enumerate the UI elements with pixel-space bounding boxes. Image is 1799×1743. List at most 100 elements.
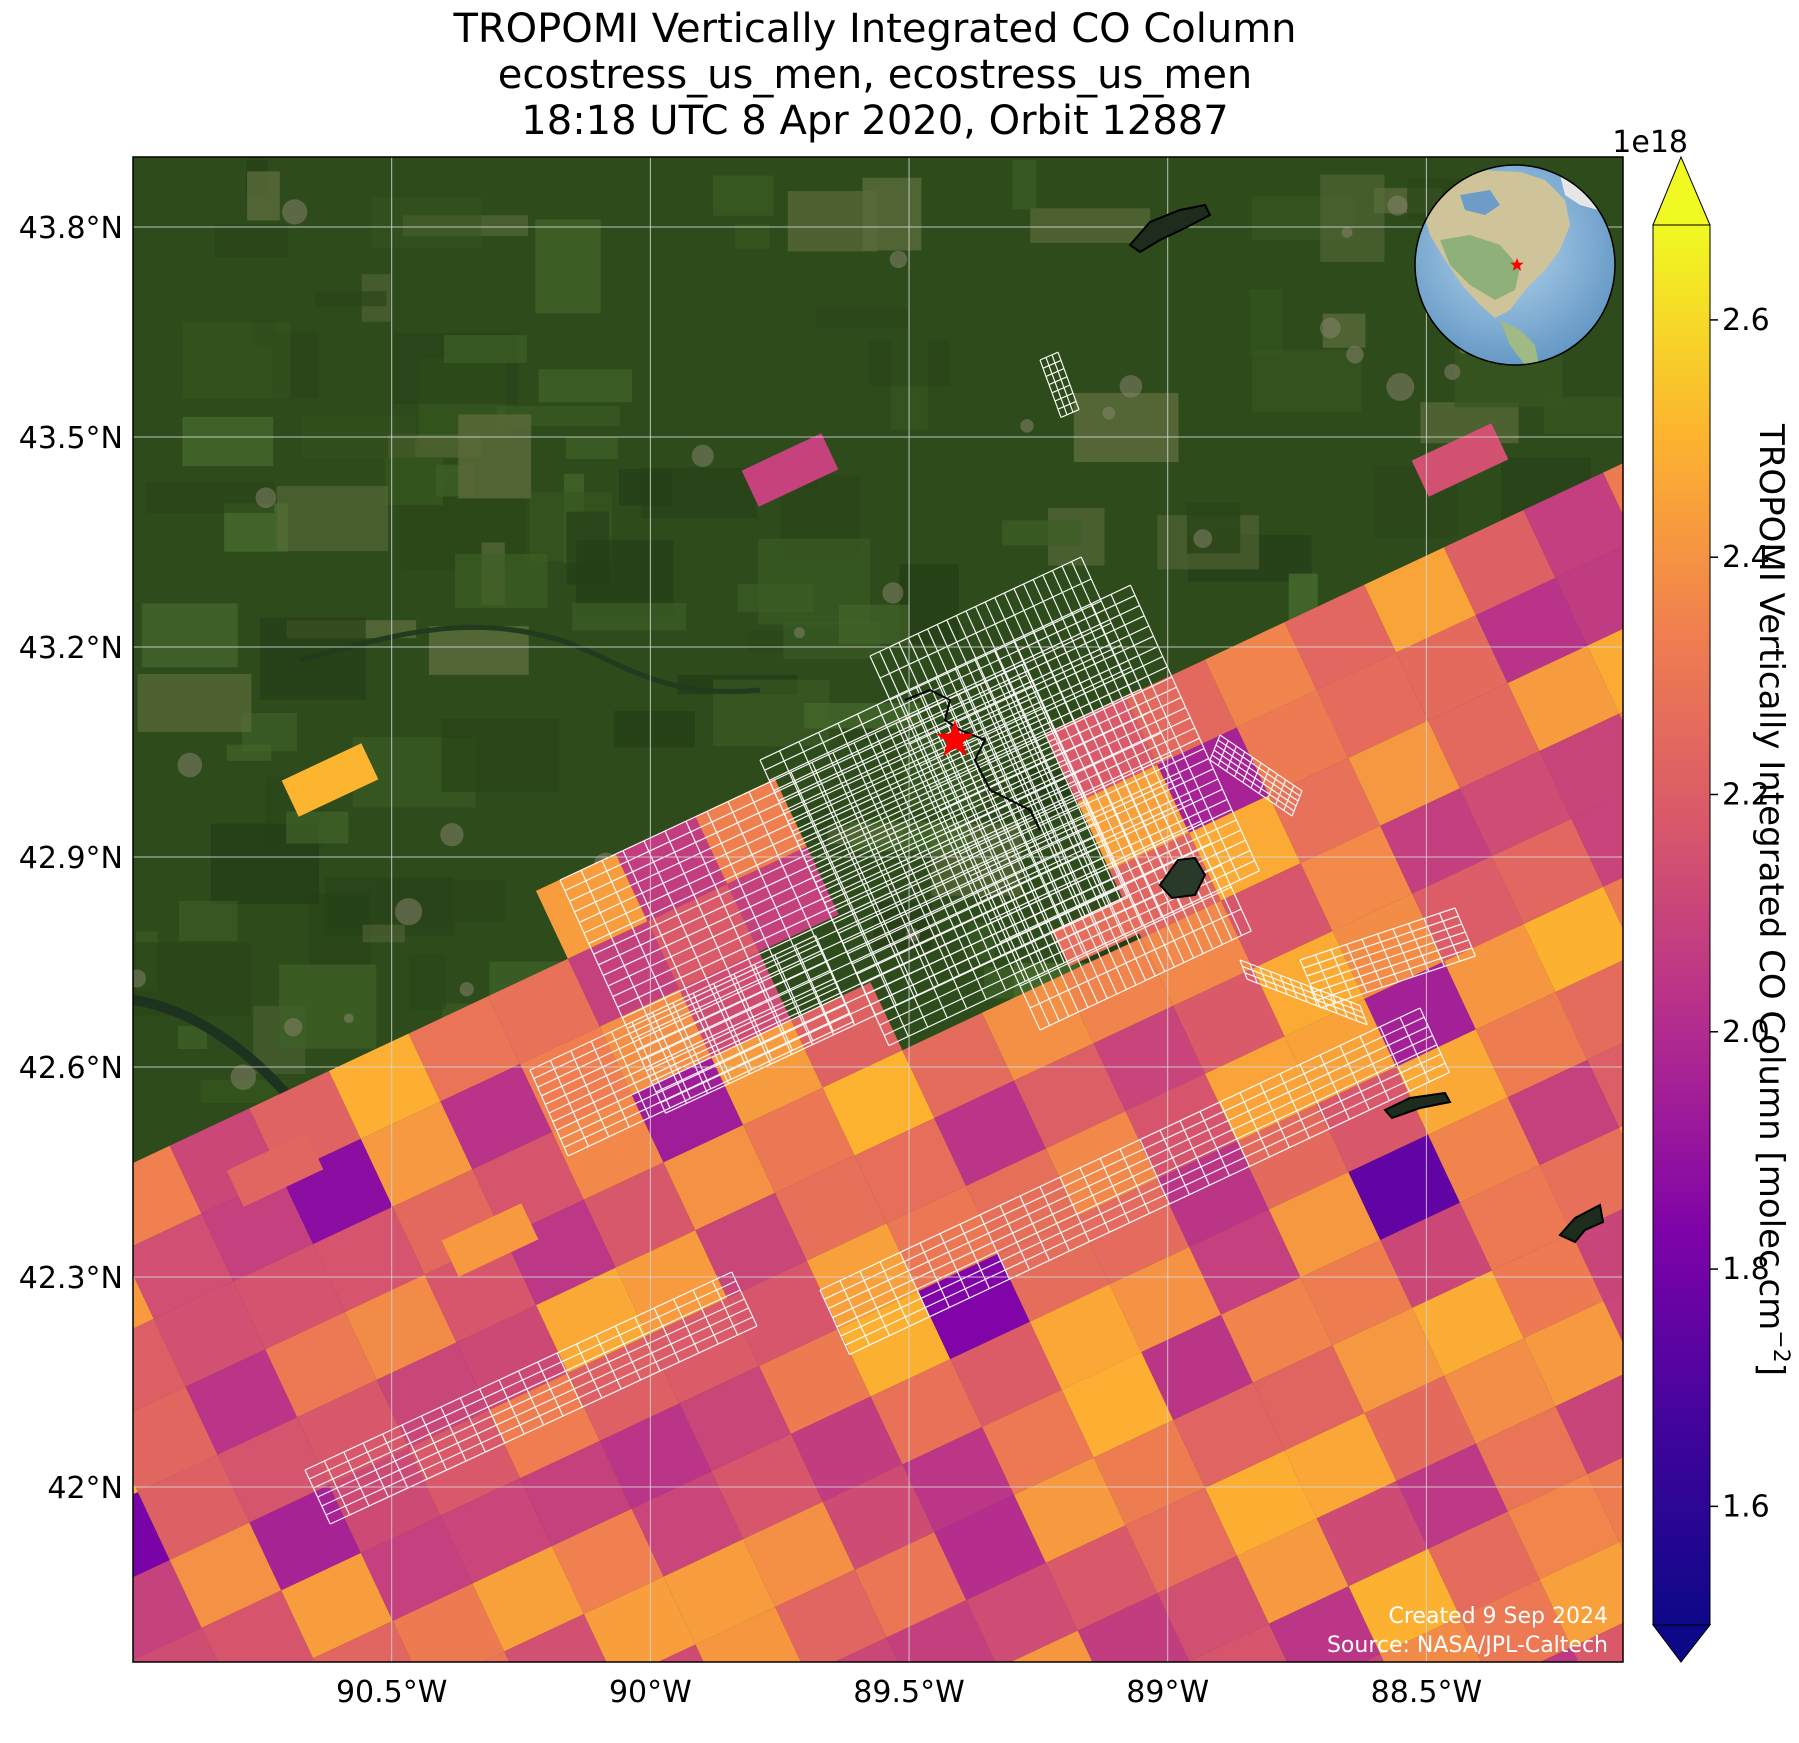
town-patch — [459, 982, 474, 997]
co-pixel — [1364, 547, 1476, 653]
co-pixel — [201, 1176, 314, 1282]
latitude-tick-label: 43.2°N — [19, 631, 123, 666]
colorbar-tick-label: 1.8 — [1722, 1252, 1770, 1287]
longitude-tick-label: 88.5°W — [1371, 1675, 1482, 1710]
co-pixel — [1507, 1474, 1620, 1580]
co-pixel — [1523, 886, 1623, 993]
co-pixel — [1603, 1291, 1623, 1343]
basemap-patch — [458, 414, 532, 499]
co-pixel — [1061, 937, 1174, 1044]
town-patch — [1119, 374, 1143, 398]
co-pixel — [133, 1318, 186, 1412]
red-star-icon — [936, 720, 974, 757]
co-pixel — [1077, 1179, 1190, 1285]
co-pixel — [440, 1064, 552, 1170]
basemap-patch — [182, 416, 274, 467]
basemap-patch — [787, 191, 878, 252]
co-pixel — [520, 1440, 632, 1547]
co-pixel — [854, 1118, 967, 1224]
co-pixel — [1396, 1029, 1508, 1135]
footprint-grid — [1039, 351, 1080, 418]
co-pixel — [1619, 1540, 1623, 1550]
co-pixel — [1332, 893, 1444, 999]
co-pixel — [658, 1644, 704, 1662]
basemap-patch — [1320, 174, 1385, 263]
co-pixel — [1380, 1202, 1492, 1308]
co-pixel — [1300, 825, 1413, 932]
colorbar-ticks: 1.6 1.8 2.0 2.2 2.4 2.6 — [1710, 303, 1770, 1524]
co-pixel — [663, 1539, 776, 1645]
co-pixel — [870, 1359, 983, 1465]
town-patch — [1444, 363, 1461, 381]
co-pixel — [822, 1464, 935, 1570]
co-pixel — [1316, 1066, 1429, 1173]
longitude-tick-label: 90°W — [609, 1675, 692, 1710]
co-pixel — [408, 996, 521, 1102]
basemap-patch — [247, 171, 280, 221]
co-pixel — [1587, 628, 1623, 714]
town-patch — [1102, 406, 1116, 420]
town-patch — [133, 969, 147, 988]
co-pixel — [583, 1576, 696, 1662]
basemap-patch — [619, 468, 673, 506]
co-pixel — [982, 975, 1094, 1081]
town-patch — [177, 752, 203, 778]
co-pixel — [1444, 1338, 1556, 1444]
co-pixel — [1523, 1300, 1623, 1407]
co-pixel — [1236, 690, 1349, 796]
co-pixel — [1428, 1097, 1540, 1203]
co-pixel — [1348, 1548, 1461, 1655]
latitude-tick-label: 43.5°N — [19, 421, 123, 456]
town-patch — [691, 444, 714, 467]
co-pixel — [1555, 546, 1623, 646]
co-pixel — [441, 1203, 539, 1277]
latitude-tick-label: 42.6°N — [19, 1051, 123, 1086]
co-pixel — [1045, 1111, 1158, 1217]
co-pixel — [535, 853, 648, 959]
co-pixel — [1364, 1375, 1476, 1481]
co-pixel — [1300, 1239, 1413, 1346]
co-pixel — [1284, 1413, 1397, 1519]
co-pixel — [695, 1192, 807, 1299]
co-pixel — [481, 1651, 510, 1662]
co-pixel — [1189, 1209, 1301, 1315]
co-pixel — [133, 1213, 234, 1319]
co-pixel — [741, 433, 839, 507]
co-pixel — [1221, 1277, 1333, 1383]
basemap-patch — [371, 197, 482, 248]
basemap-patch — [1622, 1652, 1623, 1662]
co-pixel — [1523, 472, 1623, 578]
basemap-patch — [455, 553, 548, 609]
co-pixel — [472, 1546, 584, 1652]
colorbar-tick-label: 1.6 — [1722, 1489, 1770, 1524]
basemap-patch — [226, 744, 272, 761]
basemap-patch — [1002, 520, 1082, 546]
co-pixel — [1316, 1480, 1429, 1587]
town-patch — [1346, 345, 1364, 364]
co-pixel — [1173, 1382, 1285, 1488]
basemap-patch — [141, 603, 238, 668]
basemap-patch — [146, 481, 275, 513]
river-tributary — [299, 624, 761, 694]
co-pixel — [934, 1080, 1046, 1186]
basemap-patch — [315, 291, 387, 307]
co-pixel — [1348, 720, 1460, 826]
co-pixel — [1540, 1647, 1579, 1662]
co-pixel — [1125, 1487, 1238, 1594]
town-patch — [882, 582, 904, 604]
co-pixel — [902, 1012, 1014, 1119]
co-pixel — [1507, 1059, 1620, 1166]
basemap-patch — [182, 322, 291, 399]
co-pixel — [185, 1349, 298, 1455]
longitude-tick-label: 89°W — [1126, 1675, 1209, 1710]
co-pixel — [440, 1478, 553, 1584]
co-pixel — [1539, 1127, 1623, 1234]
co-pixel — [1380, 1616, 1482, 1662]
co-pixel — [1061, 1352, 1174, 1458]
co-pixel — [313, 1620, 413, 1662]
co-pixel — [695, 1607, 801, 1662]
co-pixel — [305, 1658, 315, 1662]
basemap-patch — [899, 564, 959, 644]
co-pixel — [376, 1342, 489, 1448]
co-pixel — [886, 1600, 996, 1662]
